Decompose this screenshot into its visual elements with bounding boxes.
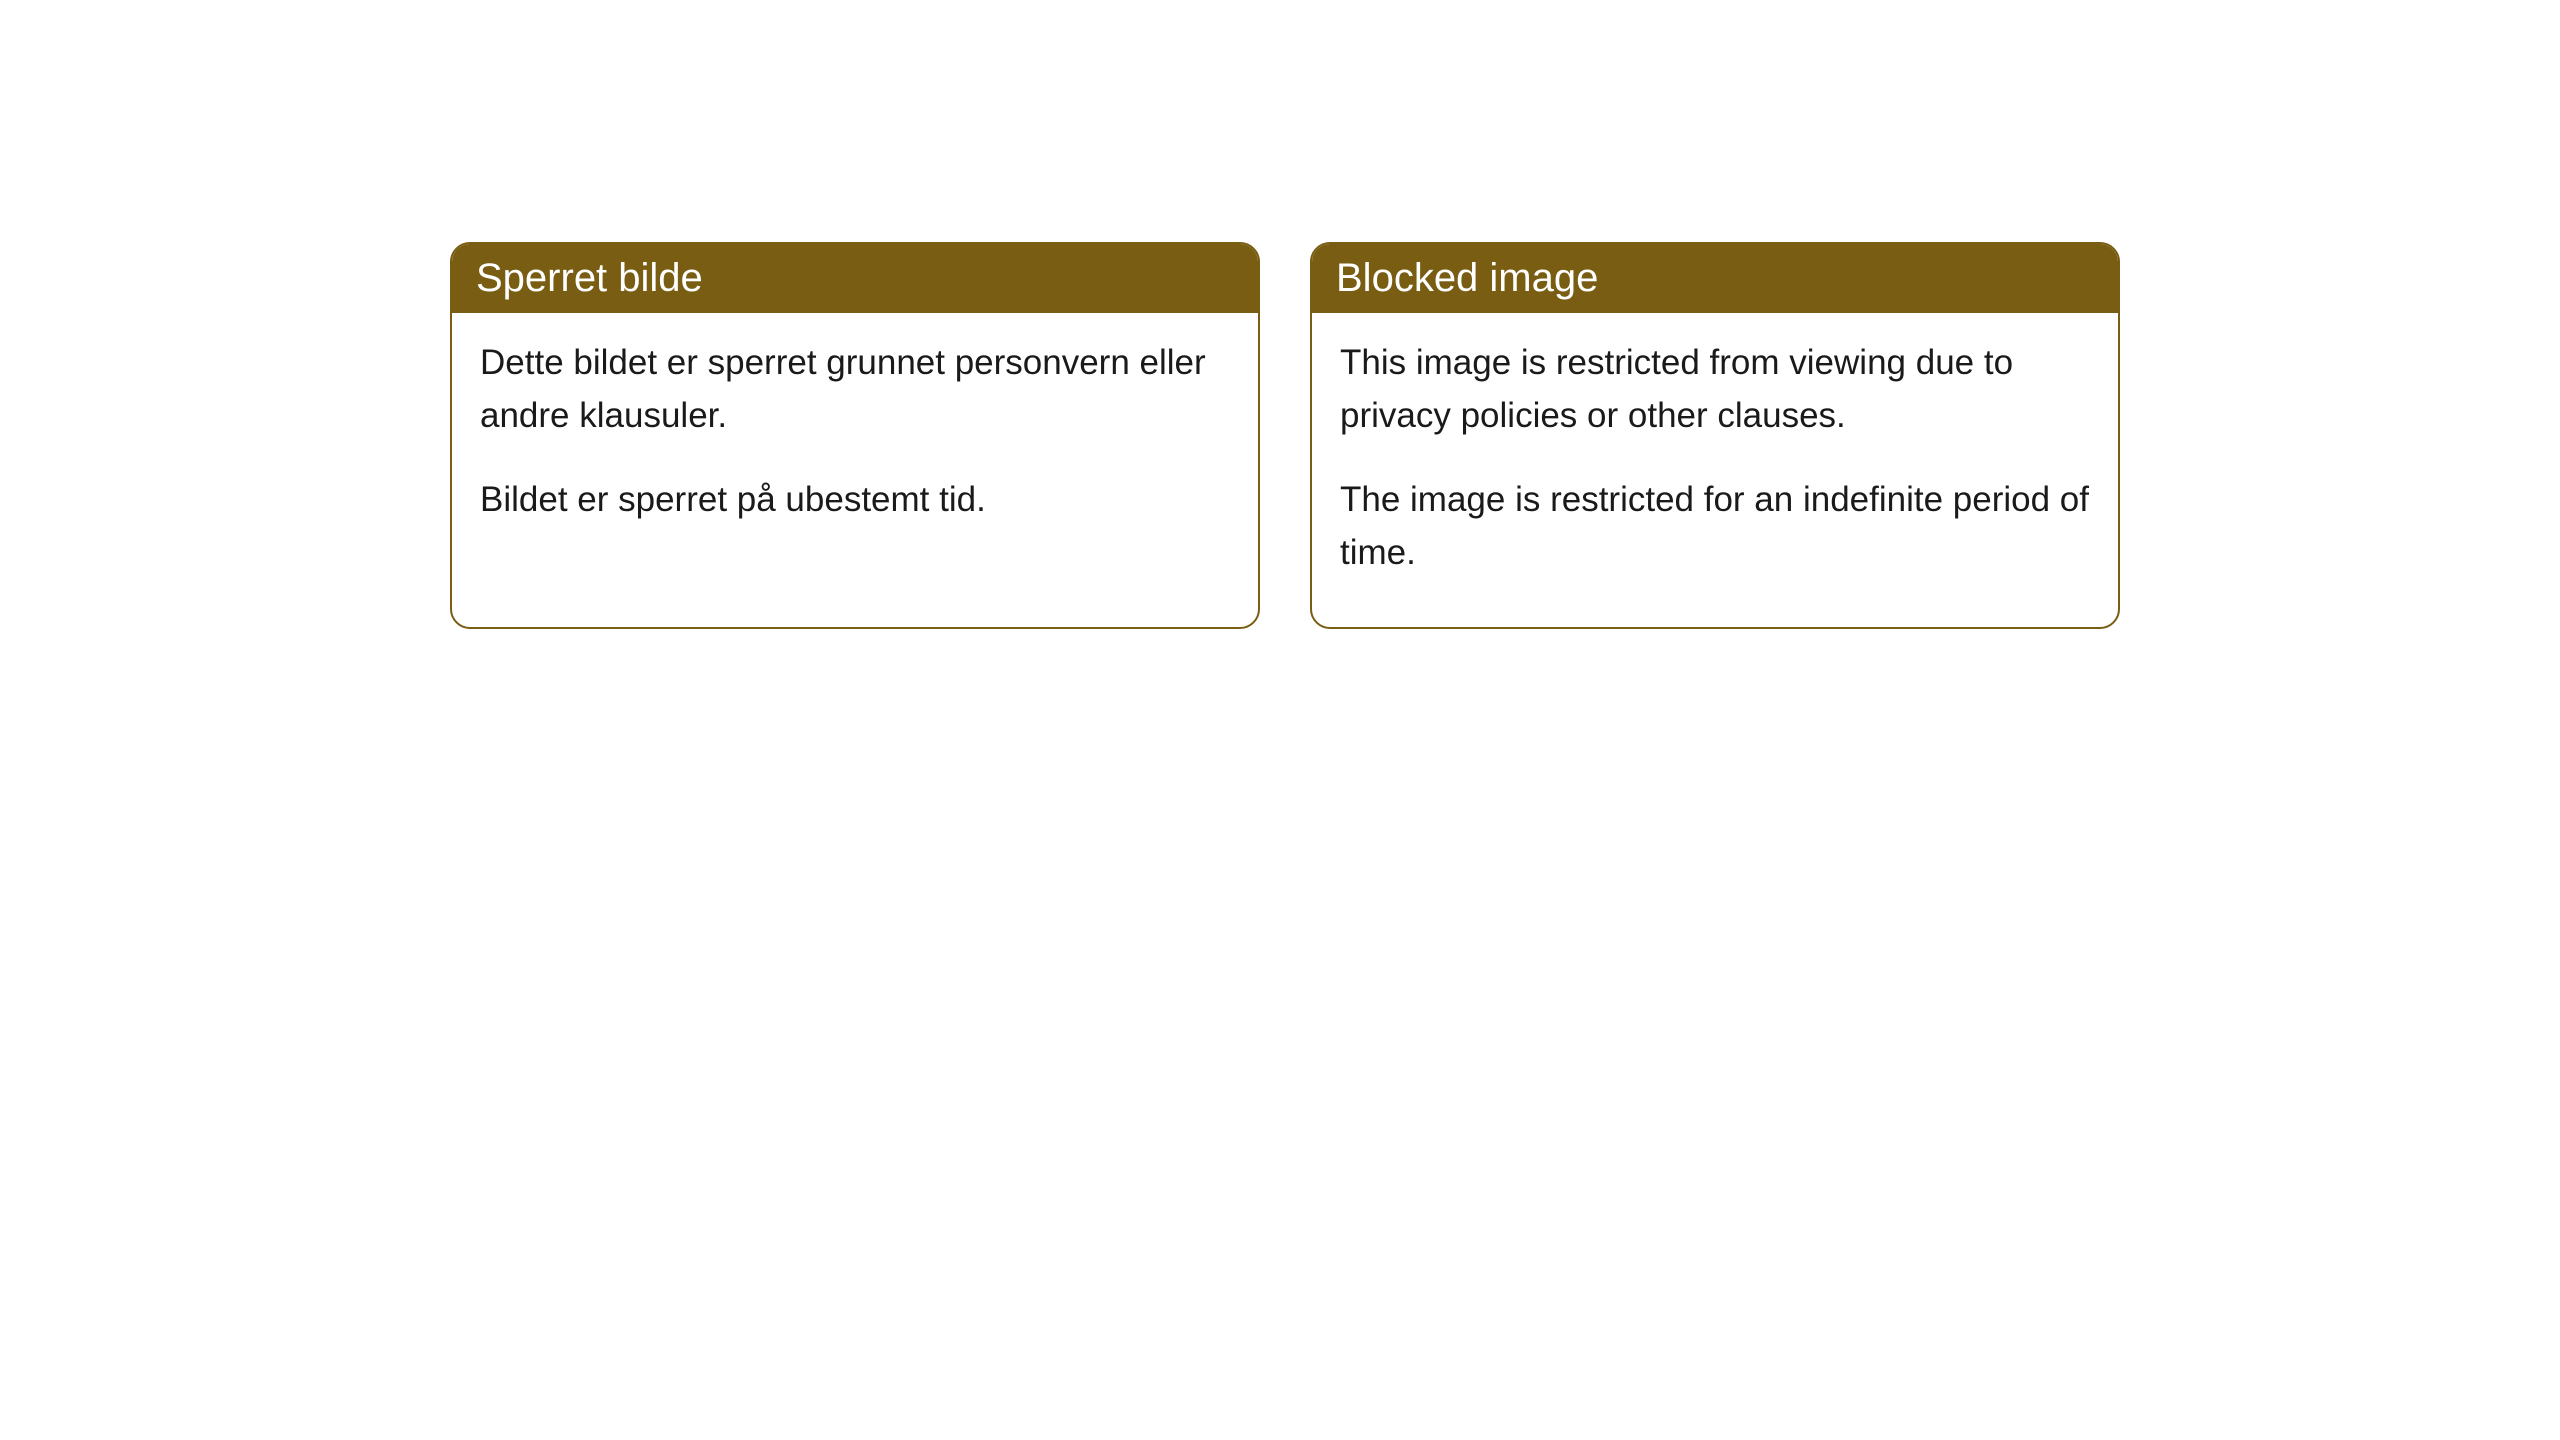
card-paragraph: Dette bildet er sperret grunnet personve…	[480, 337, 1230, 442]
blocked-image-card-norwegian: Sperret bilde Dette bildet er sperret gr…	[450, 242, 1260, 629]
card-paragraph: This image is restricted from viewing du…	[1340, 337, 2090, 442]
card-header: Blocked image	[1312, 244, 2118, 313]
notice-cards-container: Sperret bilde Dette bildet er sperret gr…	[0, 0, 2560, 629]
card-body: Dette bildet er sperret grunnet personve…	[452, 313, 1258, 575]
card-title: Blocked image	[1336, 256, 1598, 300]
card-paragraph: The image is restricted for an indefinit…	[1340, 474, 2090, 579]
blocked-image-card-english: Blocked image This image is restricted f…	[1310, 242, 2120, 629]
card-body: This image is restricted from viewing du…	[1312, 313, 2118, 627]
card-header: Sperret bilde	[452, 244, 1258, 313]
card-title: Sperret bilde	[476, 256, 703, 300]
card-paragraph: Bildet er sperret på ubestemt tid.	[480, 474, 1230, 527]
